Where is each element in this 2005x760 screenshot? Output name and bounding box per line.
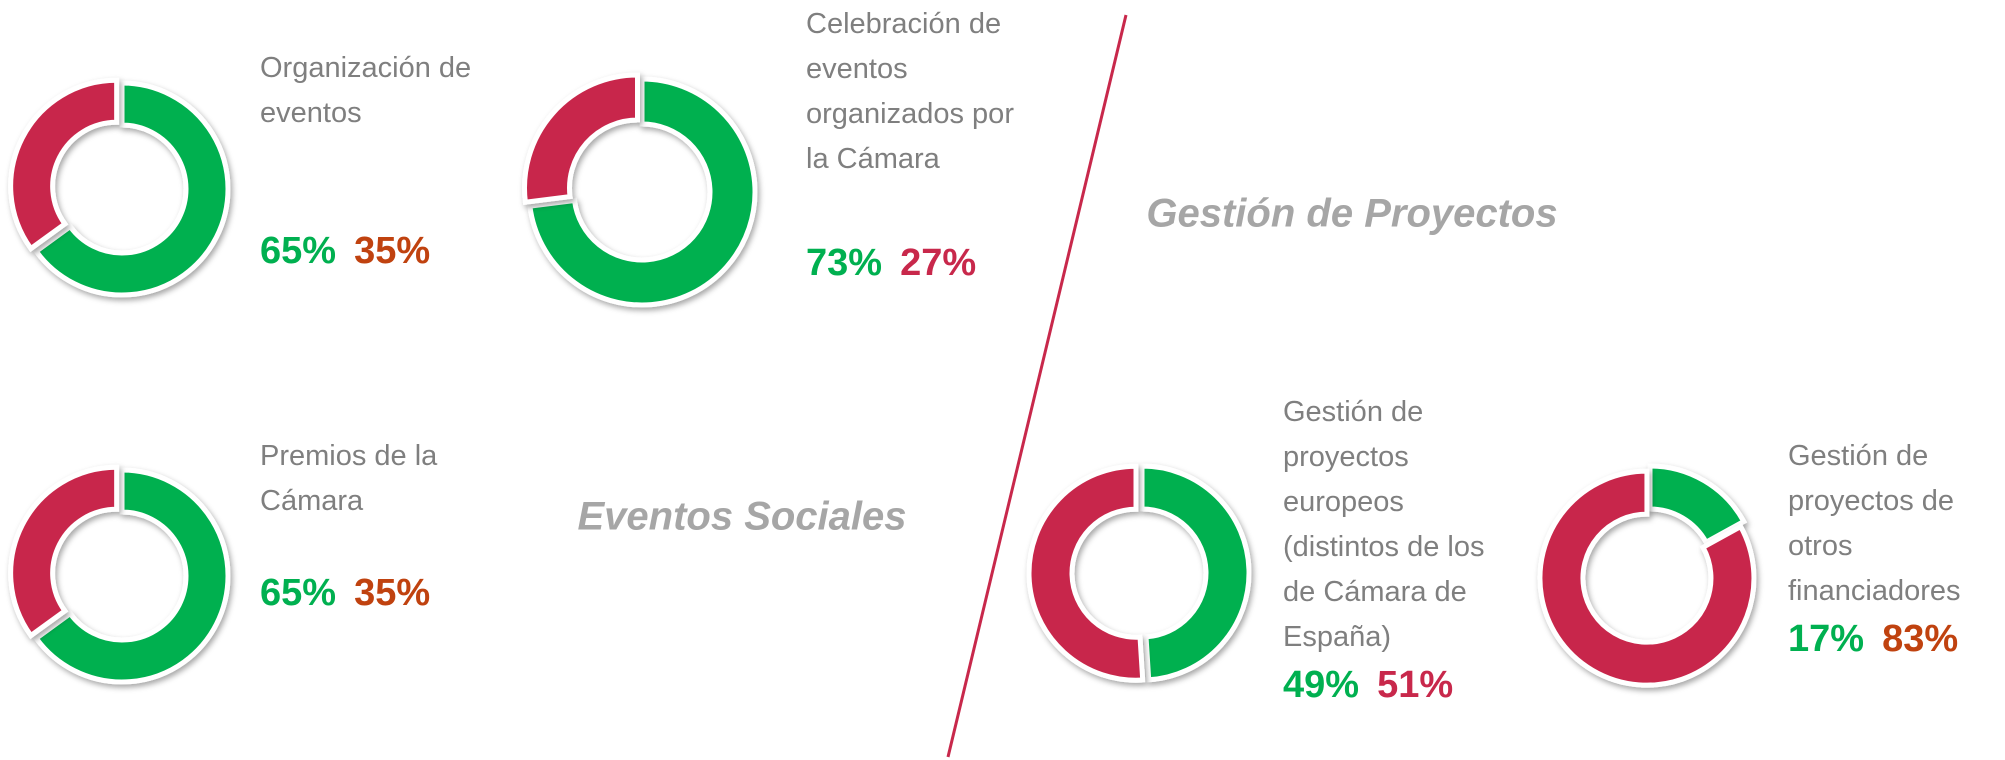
value-label: 73% [806, 242, 883, 284]
divider [946, 14, 1128, 758]
chart-title: Organización de eventos [260, 52, 472, 129]
chart-title: Gestión de proyectos de otros financiado… [1788, 440, 1961, 607]
donut-segment [527, 76, 758, 308]
donut-segment [1537, 468, 1757, 688]
section-title: Gestión de Proyectos [1146, 191, 1558, 236]
value-labels: 65% 35% [260, 230, 448, 273]
value-labels: 49% 51% [1283, 664, 1471, 707]
chart-title: Gestión de proyectos europeos (distintos… [1283, 396, 1485, 653]
value-label: 65% [260, 230, 337, 272]
value-label: 51% [1377, 664, 1454, 706]
value-label: 35% [354, 572, 431, 614]
value-label: 17% [1788, 618, 1865, 660]
section-title: Eventos Sociales [577, 494, 907, 539]
donut-segment [1026, 463, 1146, 683]
donut-segment [8, 464, 120, 640]
chart-title: Celebración de eventos organizados por l… [806, 8, 1014, 175]
donut-segment [522, 72, 640, 205]
chart-title: Premios de la Cámara [260, 440, 438, 517]
donut-segment [32, 467, 231, 685]
donut-segment [1647, 463, 1748, 546]
value-label: 83% [1882, 618, 1959, 660]
value-label: 65% [260, 572, 337, 614]
value-label: 27% [900, 242, 977, 284]
value-labels: 17% 83% [1788, 618, 1976, 661]
donut-segment [1139, 463, 1252, 683]
donut-segment [8, 77, 120, 253]
donut-segment [32, 80, 231, 298]
value-labels: 73% 27% [806, 242, 994, 285]
value-label: 49% [1283, 664, 1360, 706]
value-labels: 65% 35% [260, 572, 448, 615]
value-label: 35% [354, 230, 431, 272]
